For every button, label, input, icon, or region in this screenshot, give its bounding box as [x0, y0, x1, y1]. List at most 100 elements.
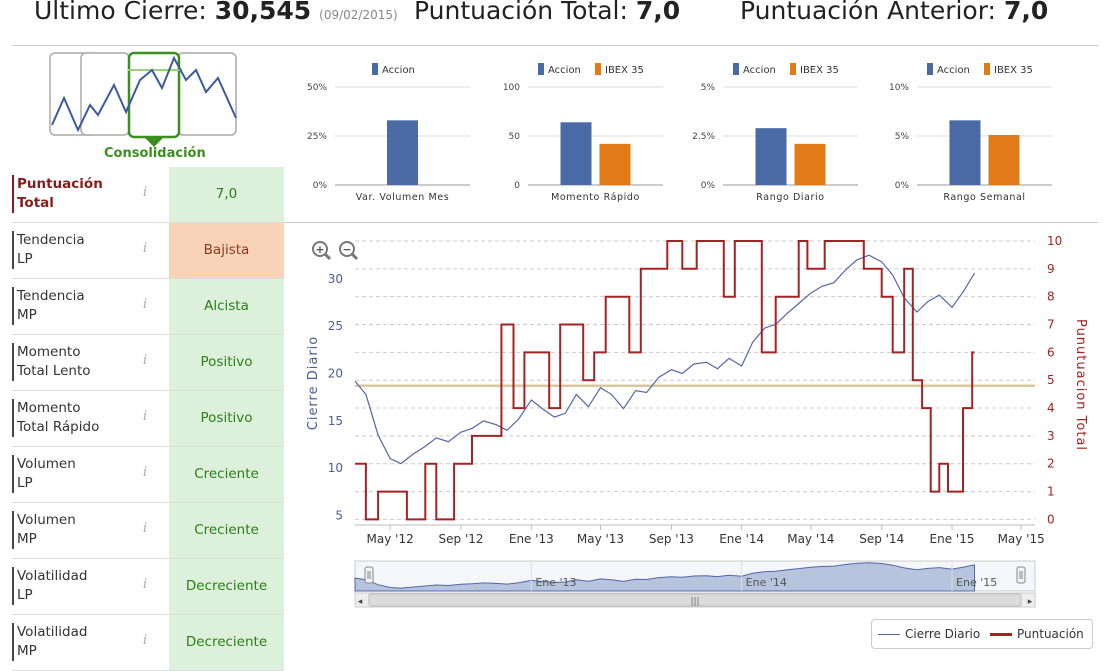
last-close-label: Último Cierre:	[34, 0, 207, 25]
y-axis-title: Cierre Diario	[306, 336, 321, 431]
score-row-value: Alcista	[169, 279, 284, 334]
score-row-label: Tendencia LP	[17, 232, 85, 267]
navigator-handle-left[interactable]	[364, 566, 374, 584]
x-tick-label: Ene '13	[509, 532, 554, 546]
navigator-tick-label: Ene '14	[746, 576, 787, 589]
y2-tick-label: 6	[1047, 345, 1055, 359]
legend-label[interactable]: Accion	[743, 65, 776, 76]
info-icon[interactable]: i	[142, 185, 148, 200]
trend-label: Consolidación	[104, 146, 206, 161]
score-row-value: Decreciente	[169, 559, 284, 614]
score-row-value: Positivo	[169, 335, 284, 390]
scrollbar-grip: |||	[690, 597, 699, 607]
score-row: Momento Total Rápido i Positivo	[12, 391, 284, 447]
row-marker	[12, 623, 14, 661]
mini-chart-rango-diario: Accion IBEX 35 5% 2.5% 0% Rango Diario	[688, 55, 878, 215]
bar-accion[interactable]	[387, 120, 418, 185]
x-tick-label: Ene '15	[930, 532, 975, 546]
scroll-right-arrow[interactable]: ▸	[1028, 597, 1033, 607]
info-icon[interactable]: i	[142, 465, 148, 480]
previous-score-label: Puntuación Anterior:	[740, 0, 996, 25]
info-icon[interactable]: i	[142, 521, 148, 536]
score-row-label: Volatilidad MP	[17, 624, 88, 659]
score-row-label: Volatilidad LP	[17, 568, 88, 603]
y-tick-label: 50%	[307, 83, 327, 93]
info-icon[interactable]: i	[142, 353, 148, 368]
x-tick-label: May '12	[367, 532, 414, 546]
previous-score: Puntuación Anterior: 7,0	[740, 0, 1048, 25]
mini-chart-rango-semanal: Accion IBEX 35 10% 5% 0% Rango Semanal	[882, 55, 1072, 215]
y2-tick-label: 9	[1047, 262, 1055, 276]
row-marker	[12, 511, 14, 549]
category-label: Var. Volumen Mes	[356, 192, 450, 203]
legend-swatch	[927, 63, 933, 75]
navigator-series	[354, 562, 975, 592]
y2-axis-title: Punutuacion Total	[1073, 319, 1088, 451]
scroll-left-arrow[interactable]: ◂	[358, 597, 363, 607]
legend-label[interactable]: IBEX 35	[800, 65, 839, 76]
y-tick-label: 5	[335, 509, 343, 523]
score-row-value: 7,0	[169, 167, 284, 222]
trend-widget[interactable]	[46, 50, 241, 165]
y-tick-label: 0%	[701, 181, 716, 191]
info-icon[interactable]: i	[142, 241, 148, 256]
y2-tick-label: 1	[1047, 485, 1055, 499]
scrollbar-thumb[interactable]	[368, 593, 1022, 607]
legend-item-cierre[interactable]: Cierre Diario	[878, 627, 980, 641]
zoom-out-icon[interactable]: −	[339, 241, 359, 261]
score-table: Puntuación Total i 7,0 Tendencia LP i Bajista Te…	[12, 167, 284, 671]
legend-label[interactable]: Accion	[937, 65, 970, 76]
score-row: Momento Total Lento i Positivo	[12, 335, 284, 391]
legend-label[interactable]: IBEX 35	[605, 65, 644, 76]
info-icon[interactable]: i	[142, 409, 148, 424]
legend-label[interactable]: Accion	[548, 65, 581, 76]
row-marker	[12, 231, 14, 269]
score-row-label: Volumen MP	[17, 512, 76, 547]
bar-accion[interactable]	[560, 122, 592, 185]
trend-pattern-icon	[49, 51, 237, 147]
price-score-chart: + − 0 1 2 3 4 5 6 7 8 9 10 5 10 15 20 25 30 Cierre Diario Pu…	[300, 225, 1115, 654]
y-tick-label: 10%	[889, 83, 909, 93]
y-tick-label: 30	[328, 272, 343, 286]
info-icon[interactable]: i	[142, 633, 148, 648]
info-icon[interactable]: i	[142, 297, 148, 312]
row-marker	[12, 399, 14, 437]
legend-item-puntuacion[interactable]: Puntuación	[990, 627, 1084, 641]
y-tick-label: 0%	[313, 181, 328, 191]
y2-tick-label: 5	[1047, 373, 1055, 387]
score-row-value: Creciente	[169, 447, 284, 502]
bar-accion[interactable]	[755, 128, 787, 185]
y-tick-label: 5%	[895, 132, 910, 142]
last-close-value: 30,545	[214, 0, 312, 25]
info-icon[interactable]: i	[142, 577, 148, 592]
zoom-in-icon[interactable]: +	[312, 241, 332, 261]
series-line-puntuacion[interactable]	[355, 240, 975, 521]
previous-score-value: 7,0	[1003, 0, 1049, 25]
score-row-label: Volumen LP	[17, 456, 76, 491]
svg-text:+: +	[315, 243, 324, 256]
last-close: Último Cierre: 30,545 (09/02/2015)	[34, 0, 398, 25]
legend-label[interactable]: Accion	[382, 65, 415, 76]
row-marker	[12, 343, 14, 381]
y-tick-label: 0%	[895, 181, 910, 191]
total-score: Puntuación Total: 7,0	[414, 0, 680, 25]
row-marker	[12, 175, 14, 213]
legend-label[interactable]: IBEX 35	[994, 65, 1033, 76]
y-tick-label: 100	[503, 83, 520, 93]
bar-accion[interactable]	[949, 120, 981, 185]
chart-legend: Cierre Diario Puntuación	[871, 619, 1093, 649]
summary-header: Último Cierre: 30,545 (09/02/2015) Puntu…	[0, 0, 1115, 40]
bar-ibex[interactable]	[794, 143, 826, 185]
navigator-handle-right[interactable]	[1016, 566, 1026, 584]
series-line-cierre[interactable]	[354, 254, 976, 465]
navigator-tick-label: Ene '13	[535, 576, 576, 589]
score-row: Volatilidad LP i Decreciente	[12, 559, 284, 615]
score-row-label: Puntuación Total	[17, 176, 103, 211]
x-tick-label: May '15	[998, 532, 1045, 546]
y-tick-label: 10	[328, 461, 343, 475]
y2-tick-label: 7	[1047, 318, 1055, 332]
bar-ibex[interactable]	[599, 143, 631, 185]
bar-ibex[interactable]	[988, 135, 1020, 185]
x-tick-label: Ene '14	[719, 532, 764, 546]
row-marker	[12, 287, 14, 325]
